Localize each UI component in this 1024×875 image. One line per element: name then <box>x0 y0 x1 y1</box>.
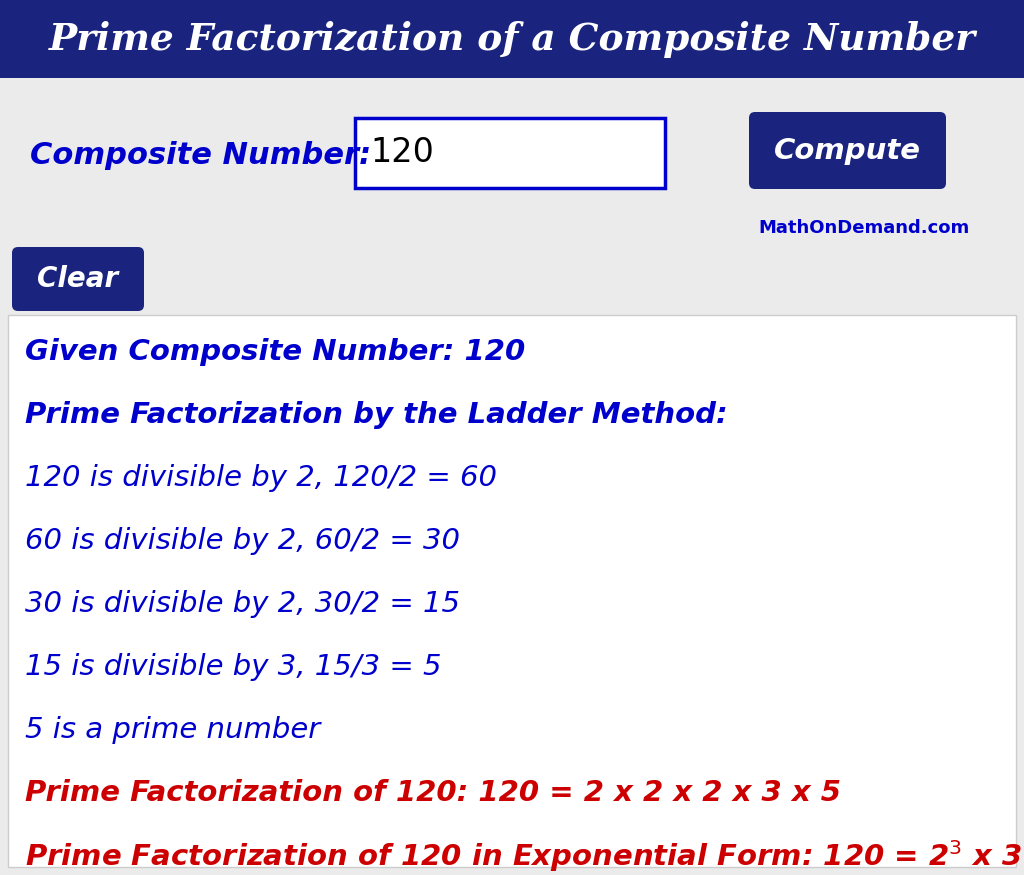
FancyBboxPatch shape <box>355 118 665 188</box>
Text: 5 is a prime number: 5 is a prime number <box>25 716 321 744</box>
Text: Compute: Compute <box>773 137 921 165</box>
Text: Prime Factorization of 120: 120 = 2 x 2 x 2 x 3 x 5: Prime Factorization of 120: 120 = 2 x 2 … <box>25 779 841 807</box>
FancyBboxPatch shape <box>8 315 1016 867</box>
Text: Prime Factorization by the Ladder Method:: Prime Factorization by the Ladder Method… <box>25 401 728 429</box>
Text: MathOnDemand.com: MathOnDemand.com <box>759 219 970 237</box>
Text: Prime Factorization of a Composite Number: Prime Factorization of a Composite Numbe… <box>48 20 976 58</box>
FancyBboxPatch shape <box>0 0 1024 78</box>
Text: 15 is divisible by 3, 15/3 = 5: 15 is divisible by 3, 15/3 = 5 <box>25 653 441 681</box>
Text: 120 is divisible by 2, 120/2 = 60: 120 is divisible by 2, 120/2 = 60 <box>25 464 497 492</box>
Text: 60 is divisible by 2, 60/2 = 30: 60 is divisible by 2, 60/2 = 30 <box>25 527 460 555</box>
FancyBboxPatch shape <box>749 112 946 189</box>
Text: Clear: Clear <box>38 265 119 293</box>
Text: Prime Factorization of 120 in Exponential Form: 120 = 2$^{3}$ x 3 x 5: Prime Factorization of 120 in Exponentia… <box>25 838 1024 874</box>
FancyBboxPatch shape <box>0 78 1024 875</box>
FancyBboxPatch shape <box>12 247 144 311</box>
Text: Composite Number:: Composite Number: <box>30 141 372 170</box>
Text: 120: 120 <box>370 136 434 170</box>
Text: 30 is divisible by 2, 30/2 = 15: 30 is divisible by 2, 30/2 = 15 <box>25 590 460 618</box>
Text: Given Composite Number: 120: Given Composite Number: 120 <box>25 338 525 366</box>
